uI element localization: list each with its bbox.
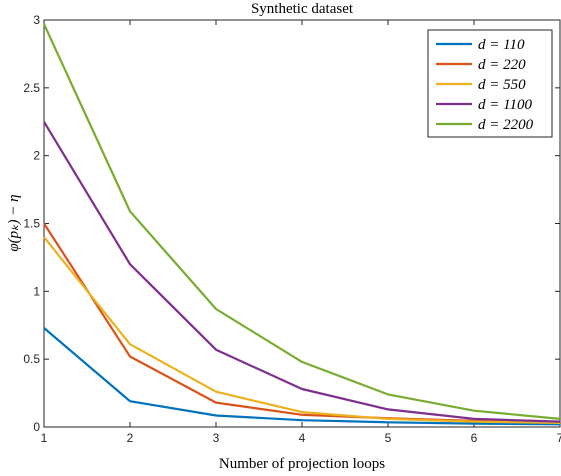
y-axis-title: φ(pₖ) − η [6, 194, 22, 251]
y-tick-label: 1 [33, 284, 40, 298]
chart-title: Synthetic dataset [251, 1, 354, 17]
series-line [43, 23, 561, 420]
y-tick-label: 2 [33, 149, 40, 163]
series-line [43, 121, 561, 423]
x-ticks: 1 2 3 4 5 6 7 [41, 20, 561, 445]
legend-label: d = 110 [478, 37, 525, 53]
series-line [43, 327, 561, 426]
series-line [43, 236, 561, 424]
series-lines [43, 23, 561, 426]
x-tick-label: 2 [127, 431, 134, 445]
y-tick-label: 0.5 [23, 352, 40, 366]
x-tick-label: 3 [213, 431, 220, 445]
legend: d = 110 d = 220 d = 550 d = 1100 d = 2200 [427, 29, 553, 138]
y-axis-title-group: φ(pₖ) − η [6, 194, 22, 251]
legend-label: d = 220 [478, 57, 526, 73]
x-tick-label: 6 [471, 431, 478, 445]
y-tick-label: 0 [33, 420, 40, 434]
legend-label: d = 2200 [478, 117, 534, 133]
x-tick-label: 7 [557, 431, 561, 445]
x-tick-label: 1 [41, 431, 48, 445]
x-tick-label: 4 [299, 431, 306, 445]
y-tick-label: 1.5 [23, 217, 40, 231]
y-ticks: 0 0.5 1 1.5 2 2.5 3 [23, 13, 560, 434]
y-tick-label: 3 [33, 13, 40, 27]
x-tick-label: 5 [385, 431, 392, 445]
y-tick-label: 2.5 [23, 81, 40, 95]
legend-label: d = 1100 [478, 97, 533, 113]
legend-label: d = 550 [478, 77, 526, 93]
x-axis-title: Number of projection loops [219, 456, 385, 472]
